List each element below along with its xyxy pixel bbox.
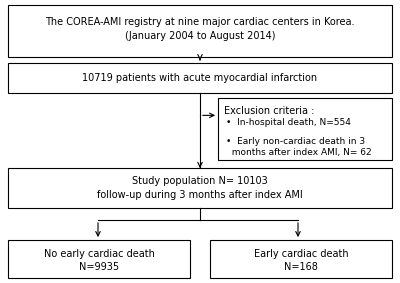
Bar xyxy=(218,98,392,160)
Bar xyxy=(8,168,392,208)
Bar xyxy=(210,240,392,278)
Text: N=9935: N=9935 xyxy=(79,262,119,272)
Text: N=168: N=168 xyxy=(284,262,318,272)
Text: Early cardiac death: Early cardiac death xyxy=(254,249,348,260)
Bar xyxy=(8,240,190,278)
Text: Exclusion criteria :: Exclusion criteria : xyxy=(224,106,314,116)
Text: •  Early non-cardiac death in 3
  months after index AMI, N= 62: • Early non-cardiac death in 3 months af… xyxy=(226,137,372,157)
Text: •  In-hospital death, N=554: • In-hospital death, N=554 xyxy=(226,118,351,127)
Text: 10719 patients with acute myocardial infarction: 10719 patients with acute myocardial inf… xyxy=(82,73,318,83)
Bar xyxy=(8,5,392,57)
Text: Study population N= 10103
follow-up during 3 months after index AMI: Study population N= 10103 follow-up duri… xyxy=(97,176,303,200)
Text: The COREA-AMI registry at nine major cardiac centers in Korea.
(January 2004 to : The COREA-AMI registry at nine major car… xyxy=(45,17,355,41)
Text: No early cardiac death: No early cardiac death xyxy=(44,249,154,260)
Bar xyxy=(8,63,392,93)
